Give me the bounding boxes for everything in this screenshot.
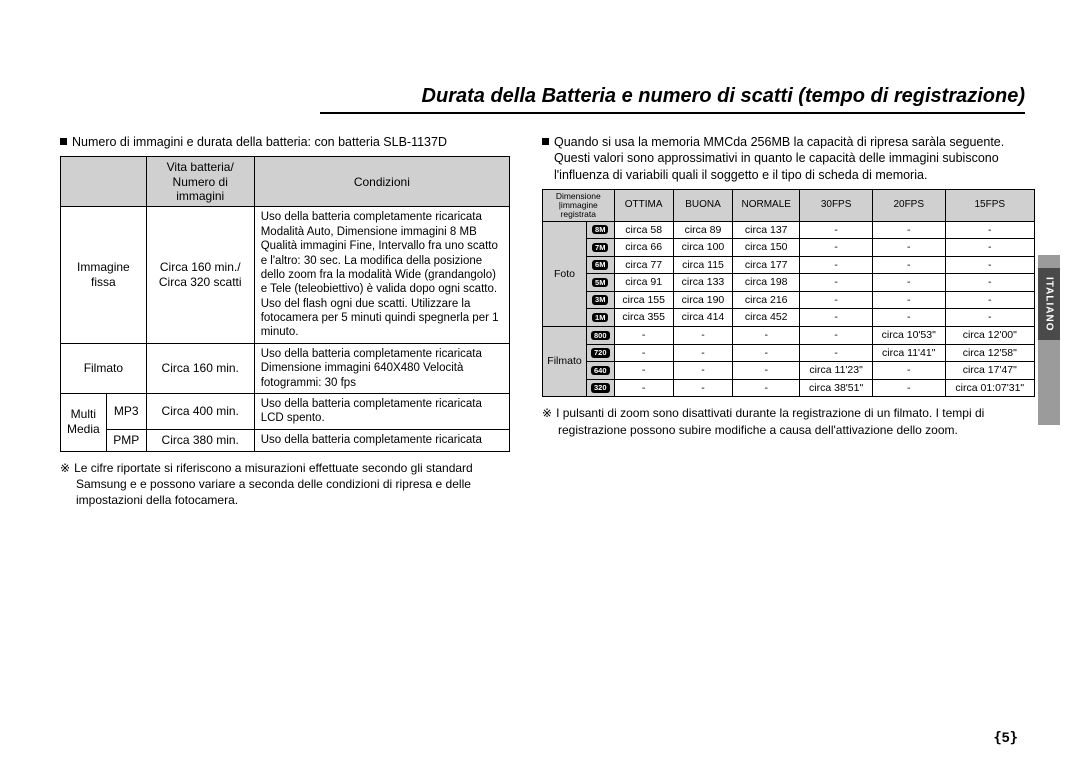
left-note: ※Le cifre riportate si riferiscono a mis… [76,460,510,509]
page-number-value: 5 [1002,729,1010,745]
content-columns: Numero di immagini e durata della batter… [60,132,1035,508]
right-column: Quando si usa la memoria MMCda 256MB la … [542,132,1035,508]
capacity-table: Dimensione|immagineregistrataOTTIMABUONA… [542,189,1035,398]
right-intro: Quando si usa la memoria MMCda 256MB la … [542,134,1035,183]
right-note: ※I pulsanti di zoom sono disattivati dur… [558,405,1035,437]
battery-table: Vita batteria/Numero di immaginiCondizio… [60,156,510,451]
language-tab-label: ITALIANO [1044,277,1055,331]
page-title: Durata della Batteria e numero di scatti… [320,85,1025,114]
page-number: {5} [993,729,1018,746]
manual-page: ITALIANO Durata della Batteria e numero … [0,0,1080,772]
left-column: Numero di immagini e durata della batter… [60,132,510,508]
left-intro: Numero di immagini e durata della batter… [60,134,510,150]
language-tab: ITALIANO [1038,268,1060,340]
